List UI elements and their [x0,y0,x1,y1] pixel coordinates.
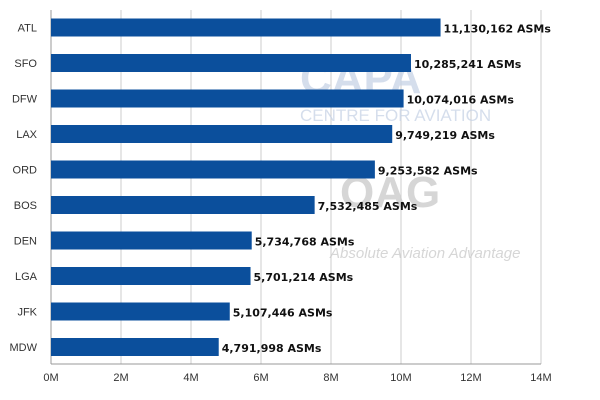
category-label-ord: ORD [13,165,38,177]
bar-den [51,231,252,250]
category-labels: ATL SFO DFW LAX ORD BOS DEN LGA JFK MDW [10,23,38,355]
category-label-dfw: DFW [12,94,38,106]
data-label-jfk: 5,107,446 ASMs [233,307,333,320]
bar-atl [51,18,441,37]
bar-lax [51,125,393,143]
x-tick-label: 0M [43,372,58,384]
bars [51,18,441,356]
category-label-lax: LAX [16,129,37,141]
data-label-ord: 9,253,582 ASMs [378,165,478,178]
bar-lga [51,267,251,285]
x-axis-tick-labels: 0M 2M 4M 6M 8M 10M 12M 14M [43,372,551,384]
bar-sfo [51,54,411,72]
oag-tagline: Absolute Aviation Advantage [329,245,520,262]
bar-mdw [51,338,219,356]
category-label-bos: BOS [14,200,37,212]
data-label-lax: 9,749,219 ASMs [395,129,495,142]
data-labels: 11,130,162 ASMs 10,285,241 ASMs 10,074,016… [222,23,552,356]
data-label-dfw: 10,074,016 ASMs [407,94,515,107]
x-tick-label: 10M [390,372,411,384]
data-label-sfo: 10,285,241 ASMs [414,58,522,71]
category-label-atl: ATL [18,23,37,35]
bar-ord [51,160,375,179]
category-label-mdw: MDW [10,342,38,354]
data-label-atl: 11,130,162 ASMs [444,23,552,36]
category-label-sfo: SFO [14,58,37,70]
bar-jfk [51,302,230,321]
category-label-den: DEN [14,236,37,248]
bar-bos [51,196,315,214]
data-label-mdw: 4,791,998 ASMs [222,342,322,355]
x-tick-label: 14M [530,372,551,384]
x-tick-label: 2M [113,372,128,384]
bar-dfw [51,89,404,108]
capa-tagline: CENTRE FOR AVIATION [300,106,491,125]
x-tick-label: 12M [460,372,481,384]
x-tick-label: 6M [253,372,268,384]
data-label-bos: 7,532,485 ASMs [318,200,418,213]
data-label-den: 5,734,768 ASMs [255,236,355,249]
x-tick-label: 4M [183,372,198,384]
data-label-lga: 5,701,214 ASMs [254,271,354,284]
x-tick-label: 8M [323,372,338,384]
category-label-lga: LGA [15,271,38,283]
watermark: CAPA CENTRE FOR AVIATION OAG Absolute Av… [300,54,520,262]
category-label-jfk: JFK [17,307,37,319]
